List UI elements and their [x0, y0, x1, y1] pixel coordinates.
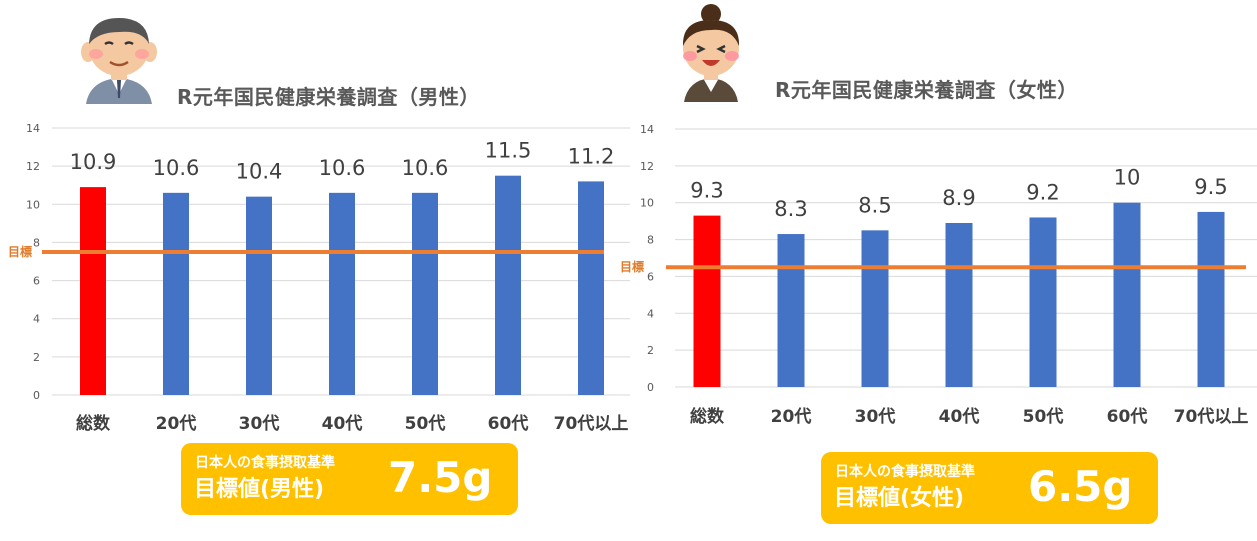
female-chart-panel: R元年国民健康栄養調査（女性） 0 2 4 6 8 10 12 14 9.3 総数 8.3 20代 8.…: [620, 0, 1257, 541]
badge-target-label: 目標値(男性): [194, 477, 325, 502]
data-label: 8.5: [858, 193, 891, 217]
bar: [246, 196, 272, 395]
bar: [163, 192, 189, 395]
y-tick-label: 14: [26, 122, 40, 135]
y-tick-label: 6: [647, 270, 654, 283]
target-line-label: 目標: [620, 259, 644, 274]
bar: [777, 234, 805, 387]
data-label: 10.4: [236, 160, 283, 184]
badge-source-label: 日本人の食事摂取基準: [195, 455, 335, 471]
category-label: 50代: [405, 413, 446, 434]
y-tick-label: 0: [33, 389, 40, 402]
bar: [495, 175, 521, 395]
male-chart-panel: R元年国民健康栄養調査（男性） 0 2 4 6 8 10 12 14 10.9 総数 10.6 20代…: [8, 14, 630, 515]
data-label: 9.5: [1194, 175, 1227, 199]
badge-target-value: 6.5g: [1028, 462, 1133, 511]
y-tick-label: 14: [640, 123, 654, 136]
category-label: 総数: [690, 406, 725, 427]
category-label: 60代: [1107, 406, 1148, 427]
category-label: 20代: [156, 413, 197, 434]
target-badge: 日本人の食事摂取基準 目標値(女性) 6.5g: [821, 452, 1158, 524]
bar: [1113, 202, 1141, 387]
y-tick-label: 2: [647, 344, 654, 357]
category-label: 70代以上: [554, 413, 629, 434]
category-label: 40代: [939, 406, 980, 427]
bar-chart: 0 2 4 6 8 10 12 14 9.3 総数 8.3 20代 8.5 30代 8.9 40代 9.2 50代…: [620, 123, 1257, 427]
data-label: 8.3: [774, 197, 807, 221]
category-label: 30代: [855, 406, 896, 427]
bar: [80, 187, 106, 395]
bar: [329, 192, 355, 395]
bar: [1029, 217, 1057, 387]
bar: [693, 215, 721, 387]
data-label: 11.2: [568, 144, 615, 168]
data-label: 9.3: [690, 179, 723, 203]
data-label: 10.6: [319, 156, 366, 180]
category-label: 50代: [1023, 406, 1064, 427]
y-tick-label: 12: [640, 160, 654, 173]
chart-title: R元年国民健康栄養調査（女性）: [775, 78, 1078, 102]
badge-target-label: 目標値(女性): [834, 486, 965, 511]
y-tick-label: 10: [26, 198, 40, 211]
bar: [578, 181, 604, 395]
category-label: 60代: [488, 413, 529, 434]
data-label: 10.9: [70, 150, 117, 174]
data-label: 11.5: [485, 139, 532, 163]
data-label: 10.6: [402, 156, 449, 180]
y-tick-label: 4: [647, 307, 654, 320]
category-label: 70代以上: [1174, 406, 1249, 427]
y-tick-label: 4: [33, 313, 40, 326]
target-badge: 日本人の食事摂取基準 目標値(男性) 7.5g: [181, 443, 518, 515]
bar: [945, 222, 973, 387]
data-label: 9.2: [1026, 180, 1059, 204]
y-tick-label: 8: [647, 234, 654, 247]
y-tick-label: 10: [640, 197, 654, 210]
y-tick-label: 12: [26, 160, 40, 173]
target-line-label: 目標: [8, 244, 32, 259]
category-label: 20代: [771, 406, 812, 427]
bar: [1197, 211, 1225, 387]
badge-source-label: 日本人の食事摂取基準: [835, 464, 975, 480]
bar: [861, 230, 889, 387]
category-label: 40代: [322, 413, 363, 434]
y-tick-label: 6: [33, 275, 40, 288]
y-tick-label: 0: [647, 381, 654, 394]
badge-target-value: 7.5g: [388, 453, 493, 502]
bar-chart: 0 2 4 6 8 10 12 14 10.9 総数 10.6 20代 10.4 30代 10.6 40代 10…: [8, 122, 630, 434]
chart-title: R元年国民健康栄養調査（男性）: [177, 85, 480, 109]
bar: [412, 192, 438, 395]
data-label: 8.9: [942, 186, 975, 210]
category-label: 総数: [76, 413, 111, 434]
y-tick-label: 2: [33, 351, 40, 364]
data-label: 10: [1114, 166, 1141, 190]
category-label: 30代: [239, 413, 280, 434]
male-avatar-icon: [78, 14, 160, 108]
data-label: 10.6: [153, 156, 200, 180]
female-avatar-icon: [670, 2, 752, 106]
y-tick-label: 8: [33, 236, 40, 249]
